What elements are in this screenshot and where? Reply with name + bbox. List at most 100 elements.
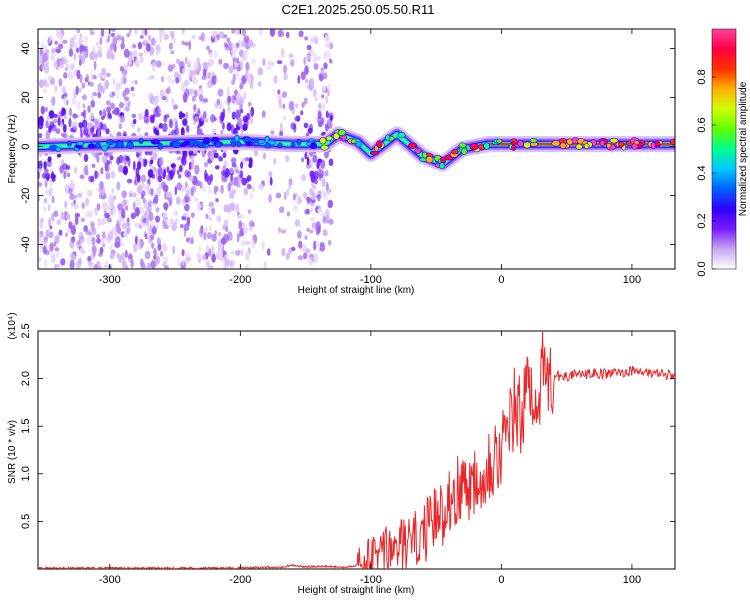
spectrogram-noise-cell <box>239 81 244 88</box>
spectrogram-noise-cell <box>97 121 101 129</box>
spectrogram-noise-cell <box>328 239 332 246</box>
spectrogram-noise-cell <box>181 113 186 118</box>
spectrogram-noise-cell <box>150 37 156 46</box>
spectrogram-noise-cell <box>159 29 164 36</box>
spectrogram-noise-cell <box>258 183 264 191</box>
spectrogram-noise-cell <box>97 127 101 138</box>
spectrogram-noise-cell <box>69 193 75 201</box>
spectrogram-ridge-cell <box>211 136 220 143</box>
spectrogram-noise-cell <box>110 32 116 37</box>
spectrogram-noise-cell <box>227 95 232 103</box>
spectrogram-noise-cell <box>298 30 304 38</box>
spectrogram-noise-cell <box>209 52 213 58</box>
spectrogram-noise-cell <box>74 215 79 226</box>
spectrogram-noise-cell <box>206 176 212 186</box>
spectrogram-noise-cell <box>293 204 298 212</box>
spectrogram-noise-cell <box>117 164 124 173</box>
spectrogram-noise-cell <box>194 164 200 175</box>
spectrogram-noise-cell <box>163 202 169 211</box>
spectrogram-noise-cell <box>192 69 198 76</box>
spectrogram-noise-cell <box>143 159 147 168</box>
spectrogram-noise-cell <box>82 109 87 119</box>
spectrogram-noise-cell <box>84 164 89 173</box>
spectrogram-noise-cell <box>206 244 209 254</box>
spectrogram-noise-cell <box>79 247 85 254</box>
spectrogram-noise-cell <box>48 187 53 197</box>
spectrogram-noise-cell <box>63 108 66 116</box>
spectrogram-noise-cell <box>160 76 165 83</box>
spectrogram-noise-cell <box>134 222 140 228</box>
spectrogram-noise-cell <box>137 239 141 248</box>
spectrogram-noise-cell <box>231 157 237 164</box>
spectrogram-noise-cell <box>197 204 201 211</box>
spectrogram-ridge-cell <box>55 146 62 152</box>
spectrogram-noise-cell <box>199 227 204 238</box>
spectrogram-ridge-cell <box>655 140 661 148</box>
spectrogram-noise-cell <box>245 70 249 81</box>
spectrogram-noise-cell <box>120 42 125 50</box>
spectrogram-noise-cell <box>41 172 47 179</box>
spectrogram-noise-cell <box>216 215 222 223</box>
snr-y-tick-label: 2.0 <box>20 371 32 386</box>
spectrogram-noise-cell <box>243 91 247 100</box>
colorbar-ticks: 0.0 0.2 0.4 0.6 0.8 <box>696 69 716 277</box>
spectrogram-noise-cell <box>218 156 224 162</box>
spectrogram-noise-cell <box>97 45 102 52</box>
spectrogram-noise-cell <box>57 117 61 126</box>
spectrogram-noise-cell <box>132 50 138 57</box>
spectrogram-noise-cell <box>42 52 48 62</box>
spectrogram-ridge-cell <box>320 144 329 151</box>
spectrogram-noise-cell <box>203 111 207 120</box>
spectrogram-noise-cell <box>43 88 47 94</box>
spectrogram-ridge-cell <box>234 134 240 142</box>
spectrogram-noise-cell <box>38 257 42 262</box>
spectrogram-noise-cell <box>217 88 224 97</box>
spectrogram-noise-cell <box>322 85 327 92</box>
spectrogram-noise-cell <box>141 176 145 187</box>
spectrogram-noise-cell <box>149 159 154 165</box>
spectrogram-noise-cell <box>246 175 252 182</box>
spectrogram-noise-cell <box>231 250 235 256</box>
spectrogram-ridge-cell <box>461 147 468 155</box>
spectrogram-noise-cell <box>50 52 56 59</box>
spectrogram-noise-cell <box>321 177 326 188</box>
spectrogram-noise-cell <box>277 89 281 95</box>
spectrogram-frame <box>37 28 676 270</box>
spectrogram-noise-cell <box>66 63 71 72</box>
spectrogram-noise-cell <box>134 60 140 67</box>
spectrogram-noise-cell <box>235 181 241 188</box>
spectrogram-noise-cell <box>191 34 196 40</box>
spectrogram-noise-cell <box>161 122 168 133</box>
spectrogram-noise-cell <box>159 250 164 257</box>
spectrogram-noise-cell <box>101 154 108 164</box>
spectrogram-noise-cell <box>38 115 44 126</box>
spectrogram-noise-cell <box>231 49 237 54</box>
spectrogram-noise-cell <box>46 176 50 182</box>
spectrogram-noise-cell <box>231 94 236 105</box>
spectrogram-noise-cell <box>97 262 102 268</box>
spectrogram-noise-cell <box>234 89 238 96</box>
spectrogram-noise-cell <box>144 29 148 36</box>
spectrogram-ridge-cell <box>76 141 85 146</box>
figure-title: C2E1.2025.250.05.50.R11 <box>282 2 435 17</box>
spectrogram-noise-cell <box>39 167 42 172</box>
spectrogram-noise-cell <box>173 210 179 216</box>
spectrogram-noise-cell <box>328 158 334 167</box>
spectrogram-noise-cell <box>102 201 108 211</box>
spectrogram-noise-cell <box>97 50 103 58</box>
spectrogram-noise-cell <box>150 234 155 241</box>
spectrogram-noise-cell <box>46 115 50 120</box>
spectrogram-noise-cell <box>301 244 306 253</box>
spectrogram-noise-cell <box>245 240 251 246</box>
spectrogram-noise-cell <box>87 122 93 129</box>
spectrogram-ridge-cell <box>421 151 428 159</box>
spectrogram-noise-cell <box>188 175 195 182</box>
spectrogram-noise-cell <box>63 96 68 106</box>
spectrogram-noise-cell <box>133 118 137 125</box>
spectrogram-noise-cell <box>73 52 77 61</box>
spectrogram-noise-cell <box>249 226 253 232</box>
spectrogram-noise-cell <box>92 45 96 54</box>
spectrogram-noise-cell <box>127 100 131 108</box>
spectrogram-noise-cell <box>227 41 233 52</box>
spectrogram-noise-cell <box>249 220 255 228</box>
